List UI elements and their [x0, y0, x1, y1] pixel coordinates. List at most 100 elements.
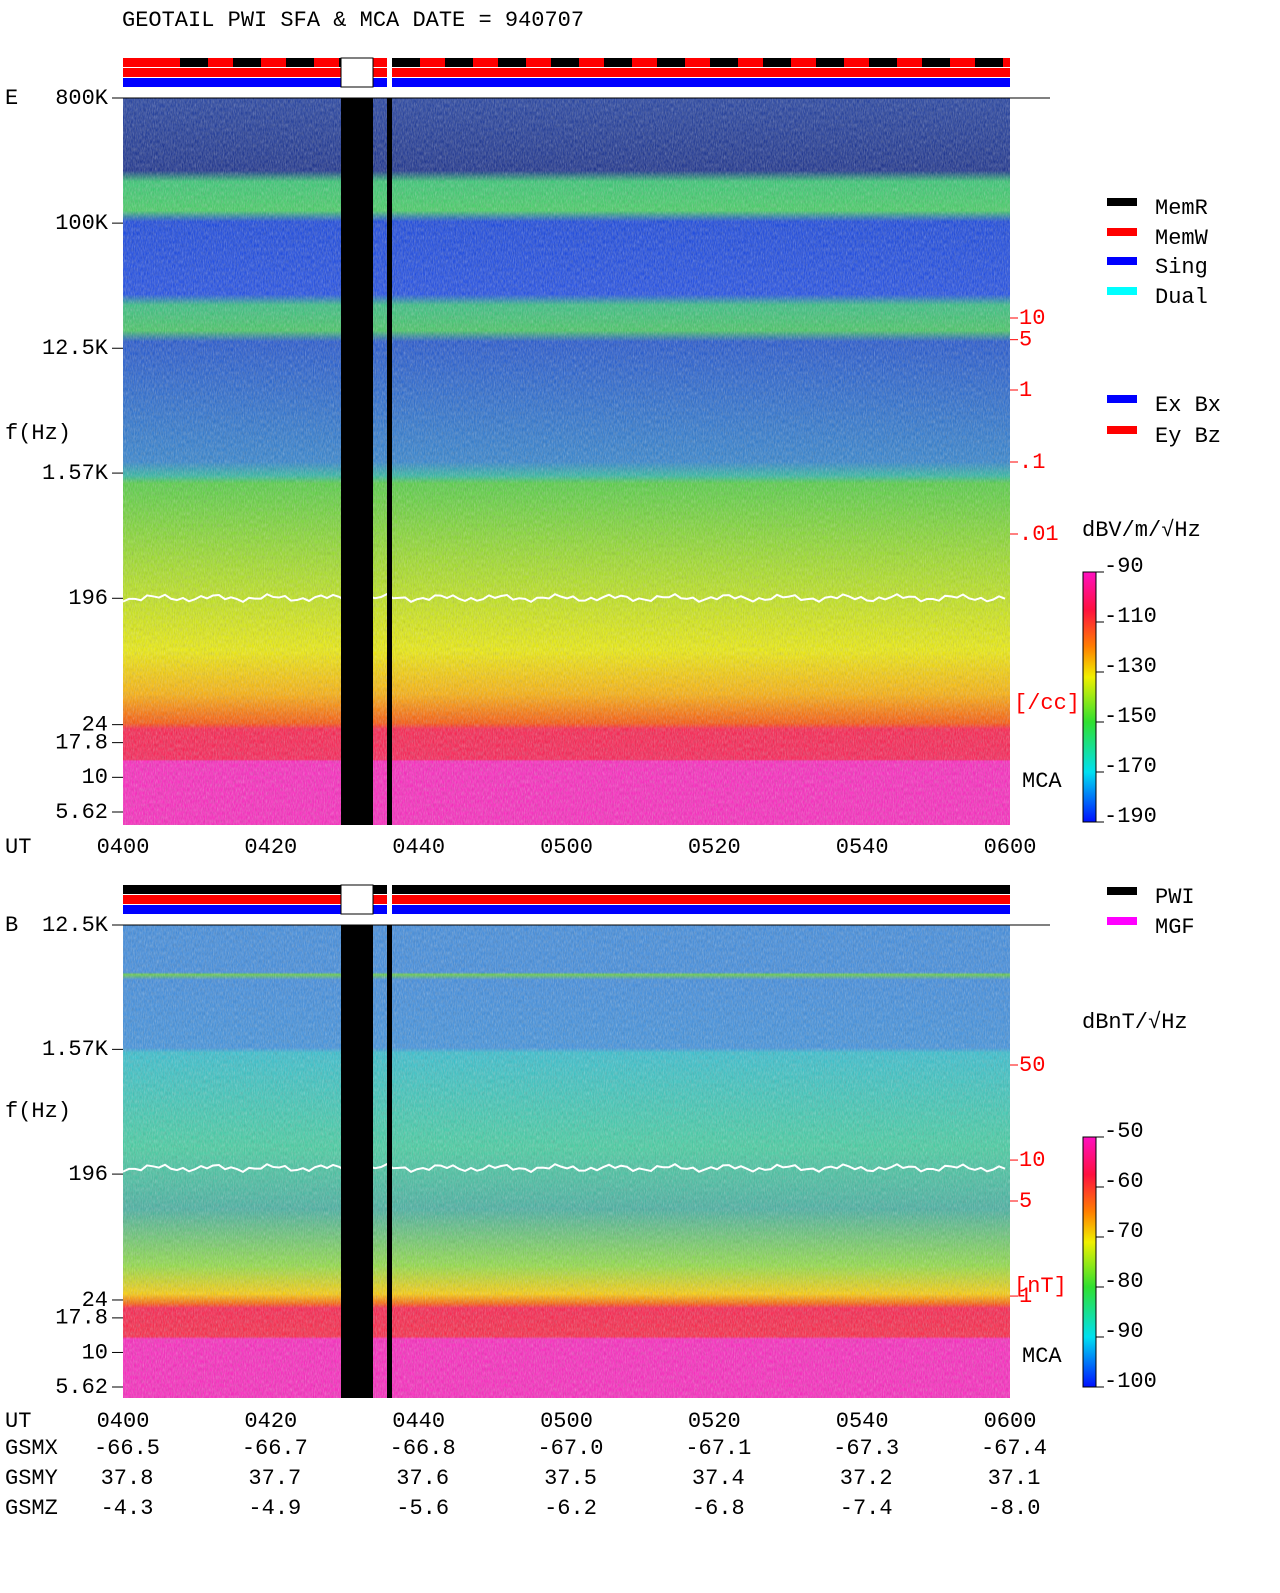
panel-label: B — [5, 913, 18, 938]
status-gap — [340, 884, 374, 915]
x-tick-label: 0600 — [984, 835, 1037, 860]
legend-label: Sing — [1155, 255, 1208, 280]
y-tick-label: 1.57K — [42, 461, 109, 486]
legend-swatch — [1107, 257, 1137, 265]
legend-swatch — [1107, 917, 1137, 925]
x-tick-label: 0520 — [688, 1409, 741, 1434]
y-tick-label: 5.62 — [55, 800, 108, 825]
y-tick-label: 10 — [82, 765, 108, 790]
density-tick-label: 10 — [1019, 306, 1045, 331]
y-tick-label: 800K — [55, 86, 109, 111]
density-unit: [/cc] — [1014, 691, 1080, 716]
colorbar-tick-label: -60 — [1104, 1169, 1144, 1194]
colorbar-tick-label: -90 — [1104, 554, 1144, 579]
y-tick-label: 24 — [82, 712, 108, 737]
status-segment — [710, 58, 738, 67]
colorbar — [1082, 1136, 1097, 1388]
status-segment — [392, 58, 420, 67]
x-axis-label: UT — [5, 1409, 31, 1434]
data-gap — [341, 925, 373, 1398]
orbit-value: -66.7 — [242, 1436, 308, 1461]
status-gap — [340, 57, 374, 88]
mca-label: MCA — [1022, 769, 1062, 794]
status-segment — [180, 58, 208, 67]
status-segment — [763, 58, 791, 67]
status-gap — [387, 885, 392, 914]
y-tick-label: 17.8 — [55, 730, 108, 755]
density-tick-label: 1 — [1019, 1284, 1032, 1309]
x-tick-label: 0500 — [540, 835, 593, 860]
legend-swatch — [1107, 395, 1137, 403]
orbit-value: 37.7 — [248, 1466, 301, 1491]
status-bar — [123, 68, 1010, 77]
density-tick-label: 5 — [1019, 327, 1032, 352]
orbit-value: -4.9 — [248, 1496, 301, 1521]
colorbar-tick-label: -100 — [1104, 1369, 1157, 1394]
mca-label: MCA — [1022, 1344, 1062, 1369]
status-segment — [922, 58, 950, 67]
legend-label: MemW — [1155, 226, 1209, 251]
status-bar — [123, 905, 1010, 914]
density-tick-label: 10 — [1019, 1148, 1045, 1173]
density-tick-label: .01 — [1019, 522, 1059, 547]
y-tick-label: 1.57K — [42, 1037, 109, 1062]
status-segment — [604, 58, 632, 67]
orbit-value: -67.3 — [833, 1436, 899, 1461]
orbit-value: -67.1 — [685, 1436, 751, 1461]
colorbar-label: dBnT/√Hz — [1082, 1010, 1188, 1035]
density-tick-label: 5 — [1019, 1189, 1032, 1214]
trace-line — [122, 1162, 1006, 1174]
orbit-value: -5.6 — [396, 1496, 449, 1521]
spectrogram-texture — [123, 98, 1010, 825]
y-tick-label: 12.5K — [42, 913, 109, 938]
status-segment — [816, 58, 844, 67]
orbit-value: 37.4 — [692, 1466, 745, 1491]
orbit-row-label: GSMY — [5, 1466, 58, 1491]
title: GEOTAIL PWI SFA & MCA DATE = 940707 — [122, 8, 584, 33]
status-segment — [445, 58, 473, 67]
data-gap — [341, 98, 373, 825]
x-tick-label: 0540 — [836, 1409, 889, 1434]
x-tick-label: 0420 — [244, 835, 297, 860]
legend-label: Ey Bz — [1155, 424, 1221, 449]
y-tick-label: 196 — [68, 586, 108, 611]
trace-line — [122, 592, 1006, 604]
colorbar — [1082, 571, 1097, 823]
status-bar — [123, 78, 1010, 87]
orbit-value: -4.3 — [101, 1496, 154, 1521]
status-bar — [123, 895, 1010, 904]
x-tick-label: 0440 — [392, 835, 445, 860]
legend-swatch — [1107, 198, 1137, 206]
y-tick-label: 24 — [82, 1288, 108, 1313]
y-tick-label: 17.8 — [55, 1306, 108, 1331]
orbit-value: 37.8 — [101, 1466, 154, 1491]
y-tick-label: 100K — [55, 211, 109, 236]
orbit-value: -66.5 — [94, 1436, 160, 1461]
x-tick-label: 0600 — [984, 1409, 1037, 1434]
y-tick-label: 10 — [82, 1340, 108, 1365]
status-segment — [498, 58, 526, 67]
density-tick-label: 1 — [1019, 378, 1032, 403]
x-axis-label: UT — [5, 835, 31, 860]
density-tick-label: 50 — [1019, 1053, 1045, 1078]
orbit-value: -6.8 — [692, 1496, 745, 1521]
legend-swatch — [1107, 287, 1137, 295]
x-tick-label: 0400 — [97, 835, 150, 860]
legend-label: PWI — [1155, 885, 1195, 910]
orbit-value: -6.2 — [544, 1496, 597, 1521]
colorbar-tick-label: -90 — [1104, 1319, 1144, 1344]
spectrogram-texture — [123, 925, 1010, 1398]
status-segment — [869, 58, 897, 67]
x-tick-label: 0540 — [836, 835, 889, 860]
legend-swatch — [1107, 426, 1137, 434]
colorbar-label: dBV/m/√Hz — [1082, 518, 1201, 543]
orbit-value: 37.6 — [396, 1466, 449, 1491]
legend-label: Ex Bx — [1155, 393, 1221, 418]
legend-swatch — [1107, 887, 1137, 895]
legend-label: MGF — [1155, 915, 1195, 940]
status-segment — [286, 58, 314, 67]
density-tick-label: .1 — [1019, 450, 1045, 475]
density-unit: [nT] — [1014, 1274, 1067, 1299]
orbit-row-label: GSMZ — [5, 1496, 58, 1521]
y-tick-label: 5.62 — [55, 1375, 108, 1400]
